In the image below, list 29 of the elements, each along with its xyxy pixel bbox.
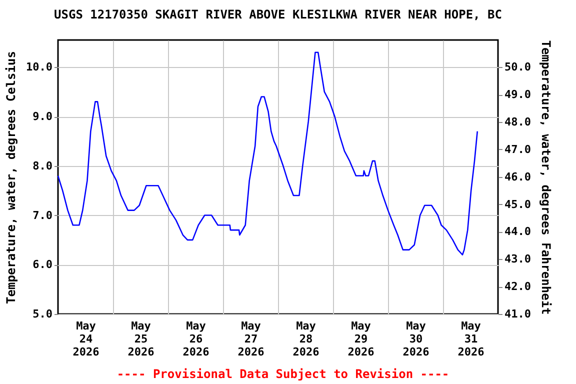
y2-tick-label: 49.0: [504, 88, 531, 102]
x-tick-label: May 27 2026: [238, 320, 265, 358]
y2-tick-label: 48.0: [504, 116, 531, 129]
y-axis-title: Temperature, water, degrees Celsius: [4, 51, 18, 304]
y2-tick-label: 42.0: [504, 280, 531, 294]
y2-tick-label: 43.0: [504, 252, 531, 266]
y2-tick-label: 44.0: [504, 225, 531, 238]
y-tick-label: 10.0: [26, 60, 52, 74]
y2-tick-label: 41.0: [504, 308, 531, 320]
text: ---- Provisional Data Subject to Revision ----: [116, 367, 450, 381]
line-series: [57, 52, 478, 256]
x-tick-label: May 31 2026: [458, 320, 485, 358]
y-tick-label: 9.0: [32, 110, 52, 124]
chart-title: USGS 12170350 SKAGIT RIVER ABOVE KLESILKWA RIVER NEAR HOPE, BC: [54, 7, 502, 22]
y-tick-label: 7.0: [32, 208, 52, 222]
x-tick-label: May 26 2026: [182, 320, 210, 358]
x-tick-label: May 28 2026: [292, 320, 320, 358]
y2-tick-label: 45.0: [504, 198, 531, 211]
x-tick-label: May 30 2026: [402, 320, 430, 358]
y-tick-label: 8.0: [32, 159, 52, 172]
x-tick-label: May 24 2026: [72, 320, 100, 358]
y2-tick-label: 46.0: [504, 170, 531, 184]
y2-axis-title: Temperature, water, degrees Fahrenheit: [538, 40, 553, 315]
y2-tick-label: 47.0: [504, 142, 531, 156]
x-tick-label: May 25 2026: [128, 320, 155, 358]
y-tick-label: 5.0: [32, 308, 52, 320]
y2-tick-label: 50.0: [504, 60, 531, 74]
y-tick-label: 6.0: [32, 258, 52, 272]
x-tick-label: May 29 2026: [348, 320, 375, 358]
